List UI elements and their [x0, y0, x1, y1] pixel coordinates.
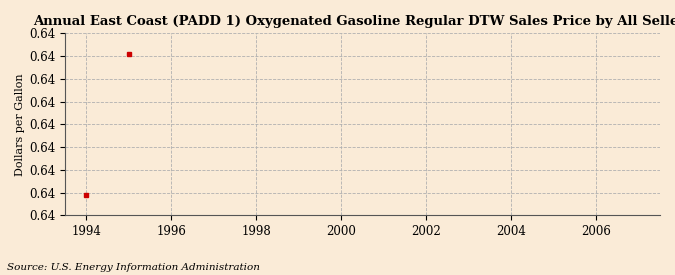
Text: Source: U.S. Energy Information Administration: Source: U.S. Energy Information Administ… — [7, 263, 260, 272]
Y-axis label: Dollars per Gallon: Dollars per Gallon — [15, 73, 25, 176]
Title: Annual East Coast (PADD 1) Oxygenated Gasoline Regular DTW Sales Price by All Se: Annual East Coast (PADD 1) Oxygenated Ga… — [32, 15, 675, 28]
